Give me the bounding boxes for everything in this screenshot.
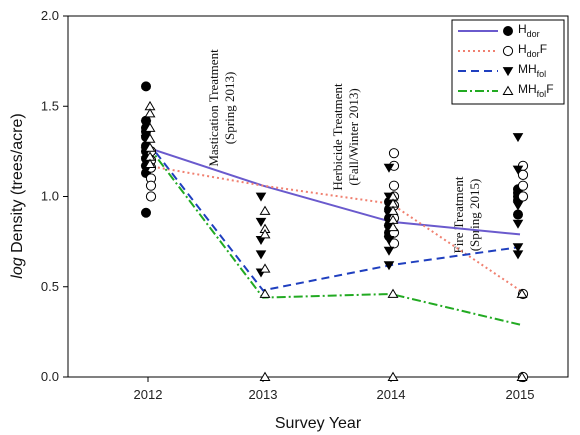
x-tick-label: 2014: [377, 387, 406, 402]
data-point: [513, 209, 524, 220]
y-axis-title: log Density (trees/acre): [9, 113, 26, 278]
legend-label-sub: fol: [537, 69, 547, 79]
data-point: [383, 261, 395, 271]
data-point: [259, 263, 271, 273]
legend-label-main: MH: [518, 62, 537, 76]
data-point: [259, 371, 271, 381]
data-point: [388, 180, 400, 191]
series-line: [147, 146, 521, 236]
data-point: [144, 133, 156, 143]
data-point: [516, 371, 528, 381]
data-point: [140, 81, 151, 92]
y-axis-title-main: Density (trees/acre): [9, 113, 26, 257]
legend-marker: [502, 45, 514, 57]
annotation-line: (Fall/Winter 2013): [346, 88, 361, 185]
y-tick-label: 1.5: [41, 98, 59, 113]
x-tick-label: 2015: [506, 387, 535, 402]
annotation-line: Mastication Treatment: [206, 49, 221, 167]
data-point: [144, 108, 156, 118]
annotation-line: Herbicide Treatment: [330, 83, 345, 191]
legend-label-main: H: [518, 22, 527, 36]
legend-marker: [502, 67, 514, 77]
annotation: Herbicide Treatment (Fall/Winter 2013): [330, 83, 361, 191]
data-point: [259, 229, 271, 239]
annotation: Mastication Treatment (Spring 2013): [206, 49, 237, 167]
data-point: [144, 158, 156, 168]
data-point: [387, 371, 399, 381]
series-points: [140, 81, 529, 383]
data-point: [255, 250, 267, 260]
data-point: [512, 133, 524, 143]
x-tick-label: 2012: [134, 387, 163, 402]
legend-label: Hdor: [518, 22, 540, 39]
data-point: [517, 180, 529, 191]
y-tick-label: 1.0: [41, 189, 59, 204]
legend-label-sub: fol: [537, 89, 547, 99]
x-tick-label: 2013: [249, 387, 278, 402]
legend-label-sub: dor: [527, 49, 540, 59]
data-point: [145, 180, 157, 191]
data-point: [387, 205, 399, 215]
legend-label-suffix: F: [540, 42, 547, 56]
legend-marker: [502, 25, 513, 36]
legend-label-suffix: F: [546, 82, 553, 96]
x-axis-title: Survey Year: [275, 415, 362, 432]
treatment-annotations: Mastication Treatment (Spring 2013) Herbic…: [206, 49, 482, 254]
data-point: [383, 235, 395, 245]
data-point: [387, 288, 399, 298]
data-point: [259, 205, 271, 215]
series-lines: [147, 141, 521, 326]
data-point: [383, 163, 395, 173]
series-line: [147, 164, 521, 292]
annotation-line: (Spring 2013): [222, 72, 237, 145]
data-point: [140, 120, 152, 130]
annotation-line: (Spring 2015): [467, 179, 482, 252]
legend-label: MHfol: [518, 62, 546, 79]
y-axis-title-log: log: [9, 257, 26, 278]
data-point: [388, 148, 400, 159]
data-point: [144, 142, 156, 152]
annotation: Fire Treatment (Spring 2015): [451, 176, 482, 253]
y-tick-label: 0.0: [41, 369, 59, 384]
data-point: [512, 165, 524, 175]
legend-label: MHfolF: [518, 82, 554, 99]
annotation-line: Fire Treatment: [451, 176, 466, 253]
data-point: [383, 246, 395, 256]
data-point: [255, 217, 267, 227]
data-point: [512, 201, 524, 211]
data-point: [140, 207, 151, 218]
data-point: [259, 288, 271, 298]
y-tick-label: 0.5: [41, 279, 59, 294]
data-point: [255, 192, 267, 202]
data-point: [517, 169, 529, 180]
legend-label: HdorF: [518, 42, 547, 59]
data-point: [512, 219, 524, 229]
data-point: [387, 221, 399, 232]
data-point: [512, 250, 524, 260]
data-point: [512, 243, 524, 253]
y-tick-label: 2.0: [41, 8, 59, 23]
data-point: [516, 288, 528, 298]
legend-label-sub: dor: [527, 29, 540, 39]
legend-label-main: H: [518, 42, 527, 56]
data-point: [145, 191, 157, 202]
series-line: [147, 141, 521, 292]
legend-marker: [502, 85, 514, 95]
data-point: [517, 191, 529, 202]
data-point: [144, 122, 156, 132]
legend-label-main: MH: [518, 82, 537, 96]
